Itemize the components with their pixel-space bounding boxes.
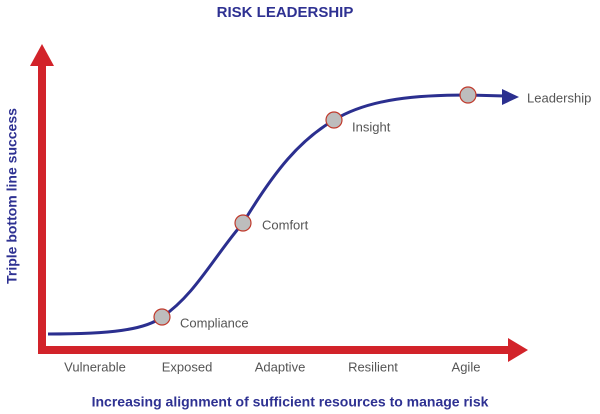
title: RISK LEADERSHIP xyxy=(217,4,354,21)
stage-label: Vulnerable xyxy=(64,359,126,374)
point-label: Comfort xyxy=(262,217,309,232)
point xyxy=(459,86,477,104)
point xyxy=(325,111,343,129)
x-axis-label: Increasing alignment of sufficient resou… xyxy=(92,394,489,410)
stage-label: Agile xyxy=(452,359,481,374)
x-axis-arrow xyxy=(508,338,528,362)
stage-label: Adaptive xyxy=(255,359,306,374)
s-curve xyxy=(47,93,506,336)
point-label: Compliance xyxy=(180,315,249,330)
point-label: Insight xyxy=(352,119,391,134)
y-axis-arrow xyxy=(30,44,54,66)
point-label: Leadership xyxy=(527,90,591,105)
point xyxy=(234,214,252,232)
stage-label: Exposed xyxy=(162,359,213,374)
point xyxy=(153,308,171,326)
y-axis-label: Triple bottom line success xyxy=(4,108,20,284)
curve-arrow xyxy=(502,89,519,105)
stage-label: Resilient xyxy=(348,359,398,374)
